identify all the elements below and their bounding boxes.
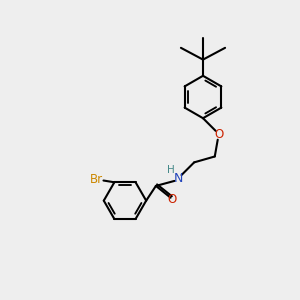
Text: O: O <box>167 193 177 206</box>
Text: N: N <box>173 172 183 185</box>
Text: H: H <box>167 165 175 175</box>
Text: Br: Br <box>90 173 103 186</box>
Text: O: O <box>214 128 224 141</box>
